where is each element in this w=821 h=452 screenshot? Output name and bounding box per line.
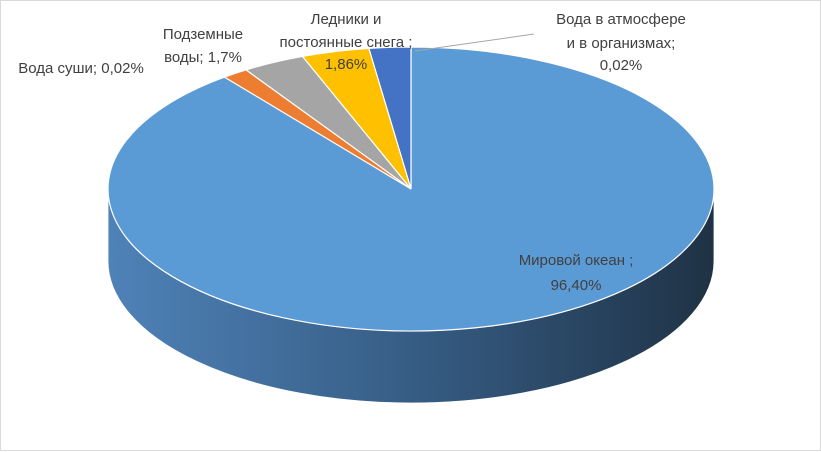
data-label-2-1: постоянные снега ; (280, 34, 413, 51)
data-label-3-0: Подземные (163, 26, 243, 43)
data-label-1-2: 0,02% (600, 57, 643, 74)
data-label-0-1: 96,40% (551, 277, 602, 294)
data-label-1-0: Вода в атмосфере (556, 11, 686, 28)
data-label-0-0: Мировой океан ; (519, 252, 634, 269)
data-label-3-1: воды; 1,7% (164, 49, 242, 66)
data-label-1-1: и в организмах; (567, 35, 676, 52)
pie-slice-4 (223, 69, 412, 190)
data-label-4-0: Вода суши; 0,02% (18, 60, 144, 77)
data-label-2-0: Ледники и (311, 11, 382, 28)
leader-line-1 (414, 33, 535, 52)
data-label-2-2: 1,86% (325, 56, 368, 73)
